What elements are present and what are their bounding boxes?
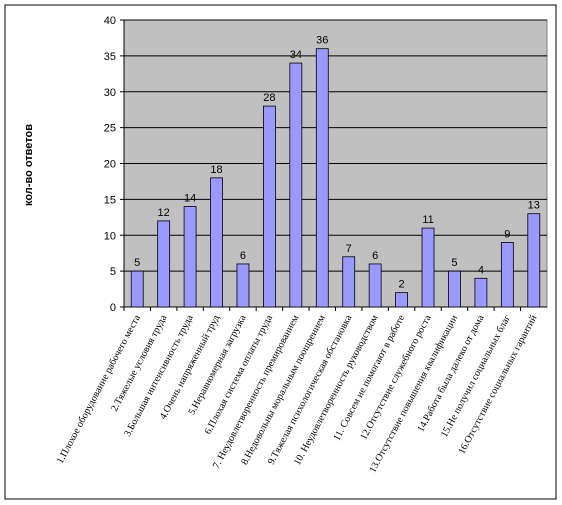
bar <box>368 263 382 308</box>
data-label: 6 <box>372 250 378 262</box>
bar <box>474 277 488 308</box>
bar <box>421 227 435 308</box>
data-label: 18 <box>210 164 222 176</box>
bar <box>315 48 329 308</box>
y-tick-label: 20 <box>104 159 116 171</box>
data-label: 28 <box>263 92 275 104</box>
bar <box>263 105 276 308</box>
bar <box>210 177 223 308</box>
bar <box>157 220 171 308</box>
data-label: 11 <box>422 214 433 226</box>
bar <box>289 62 303 308</box>
data-label: 9 <box>504 228 510 240</box>
bar <box>130 270 144 308</box>
bar <box>183 206 197 308</box>
data-label: 36 <box>316 35 328 47</box>
bar <box>342 256 356 308</box>
data-label: 2 <box>399 279 405 291</box>
data-label: 6 <box>240 250 246 262</box>
data-label: 13 <box>528 200 540 212</box>
y-tick-label: 15 <box>104 194 116 206</box>
y-tick-label: 40 <box>104 15 116 27</box>
bar <box>500 242 514 308</box>
y-tick-label: 10 <box>104 230 116 242</box>
bar <box>395 292 408 308</box>
y-tick-label: 0 <box>110 302 116 314</box>
y-axis-label: кол-во ответов <box>23 124 35 206</box>
data-label: 34 <box>290 49 302 61</box>
data-label: 14 <box>184 193 196 205</box>
data-label: 7 <box>346 243 352 255</box>
bar <box>527 213 541 308</box>
y-tick-label: 30 <box>104 87 116 99</box>
bar <box>236 263 250 308</box>
data-label: 12 <box>158 207 170 219</box>
y-tick-label: 5 <box>110 266 116 278</box>
bar <box>448 270 461 308</box>
data-label: 5 <box>134 257 140 269</box>
data-label: 5 <box>451 257 457 269</box>
data-label: 4 <box>478 264 484 276</box>
y-tick-label: 35 <box>104 51 116 63</box>
y-tick-label: 25 <box>104 123 116 135</box>
